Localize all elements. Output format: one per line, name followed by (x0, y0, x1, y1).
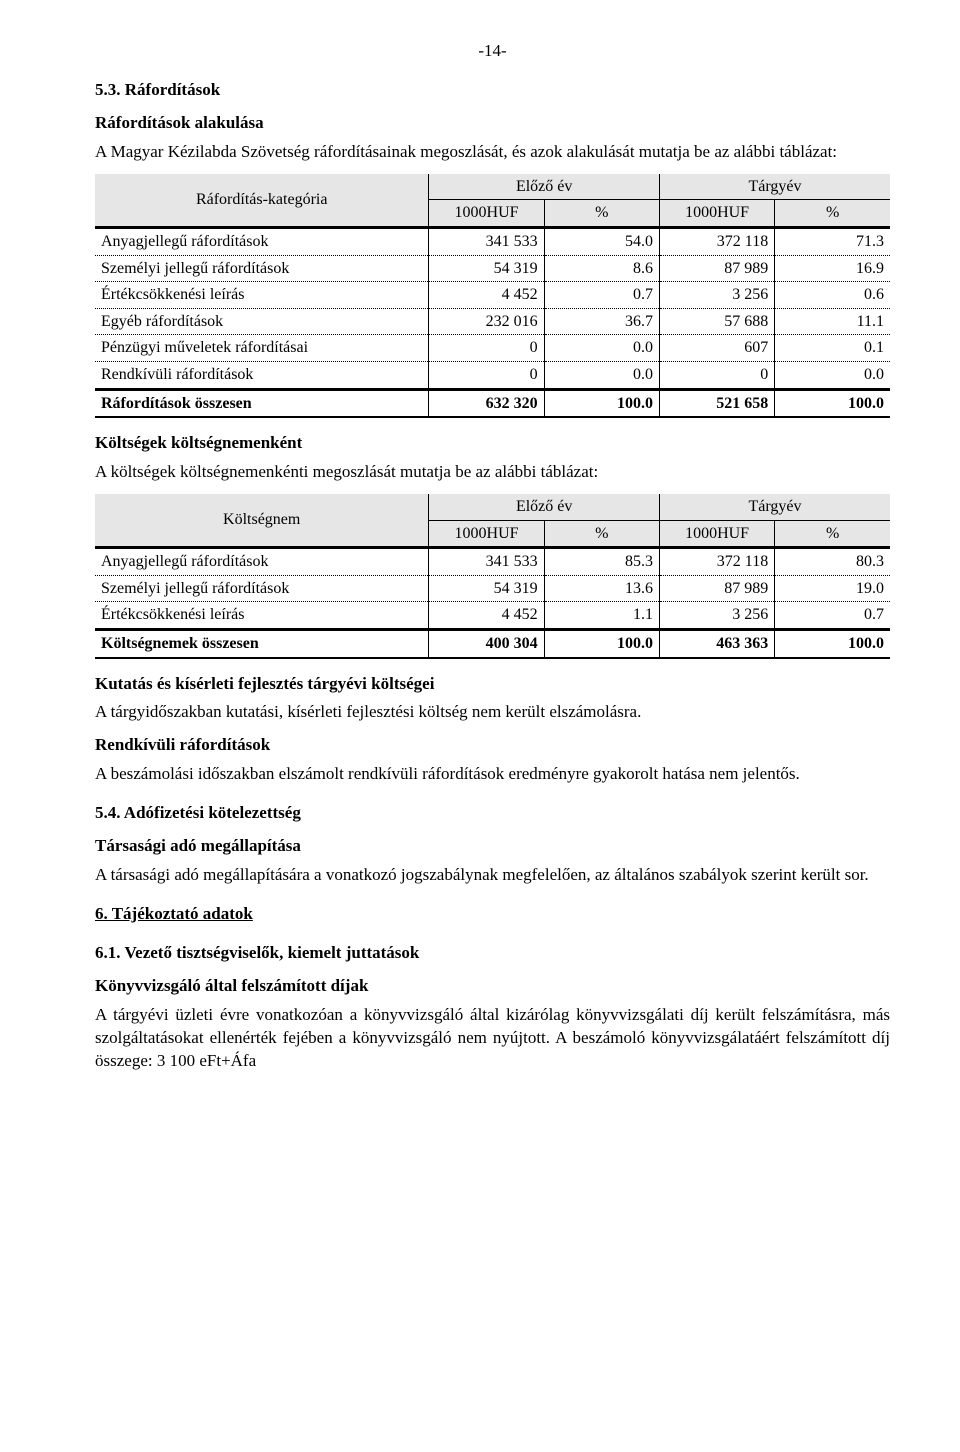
section-5-4-text: A társasági adó megállapítására a vonatk… (95, 864, 890, 887)
table1-col-amount-curr: 1000HUF (659, 200, 774, 228)
section-6-1-title: 6.1. Vezető tisztségviselők, kiemelt jut… (95, 942, 890, 965)
table-row: Anyagjellegű ráfordítások 341 533 85.3 3… (95, 548, 890, 576)
table2-total-label: Költségnemek összesen (95, 629, 429, 657)
table2-r1-label: Személyi jellegű ráfordítások (95, 575, 429, 602)
table1-r2-cp: 0.6 (775, 282, 890, 309)
table2-r1-cp: 19.0 (775, 575, 890, 602)
table1-col-pct-prev: % (544, 200, 659, 228)
table1-r2-label: Értékcsökkenési leírás (95, 282, 429, 309)
table1-prev-group: Előző év (429, 174, 660, 200)
table1-r3-label: Egyéb ráfordítások (95, 308, 429, 335)
table1-r5-pp: 0.0 (544, 361, 659, 389)
section-5-3-subtitle: Ráfordítások alakulása (95, 112, 890, 135)
table-row: Anyagjellegű ráfordítások 341 533 54.0 3… (95, 227, 890, 255)
table2-prev-group: Előző év (429, 494, 660, 520)
table2-curr-group: Tárgyév (659, 494, 890, 520)
table-row: Személyi jellegű ráfordítások 54 319 8.6… (95, 255, 890, 282)
table2-r0-pa: 341 533 (429, 548, 544, 576)
table1-r3-pp: 36.7 (544, 308, 659, 335)
table1-r1-cp: 16.9 (775, 255, 890, 282)
table1-r3-cp: 11.1 (775, 308, 890, 335)
section-6-1-text: A tárgyévi üzleti évre vonatkozóan a kön… (95, 1004, 890, 1073)
table1-r5-cp: 0.0 (775, 361, 890, 389)
table-row: Pénzügyi műveletek ráfordításai 0 0.0 60… (95, 335, 890, 362)
table2-total-pp: 100.0 (544, 629, 659, 657)
table-row: Személyi jellegű ráfordítások 54 319 13.… (95, 575, 890, 602)
table1-r1-pa: 54 319 (429, 255, 544, 282)
extra-expenses-title: Rendkívüli ráfordítások (95, 734, 890, 757)
table1-total-cp: 100.0 (775, 389, 890, 417)
table1-r0-pa: 341 533 (429, 227, 544, 255)
costs-intro: A költségek költségnemenkénti megoszlásá… (95, 461, 890, 484)
costs-title: Költségek költségnemenként (95, 432, 890, 455)
table1-r4-pp: 0.0 (544, 335, 659, 362)
table2-total-ca: 463 363 (659, 629, 774, 657)
table2-cat-header: Költségnem (95, 494, 429, 548)
table1-total-label: Ráfordítások összesen (95, 389, 429, 417)
table1-r5-label: Rendkívüli ráfordítások (95, 361, 429, 389)
table-row: Értékcsökkenési leírás 4 452 0.7 3 256 0… (95, 282, 890, 309)
table2-r0-label: Anyagjellegű ráfordítások (95, 548, 429, 576)
table1-total-pp: 100.0 (544, 389, 659, 417)
table1-r0-cp: 71.3 (775, 227, 890, 255)
table1-r5-pa: 0 (429, 361, 544, 389)
table1-curr-group: Tárgyév (659, 174, 890, 200)
table1-r2-pa: 4 452 (429, 282, 544, 309)
table2-total-cp: 100.0 (775, 629, 890, 657)
section-5-4-subtitle: Társasági adó megállapítása (95, 835, 890, 858)
table1-total-row: Ráfordítások összesen 632 320 100.0 521 … (95, 389, 890, 417)
table1-r0-label: Anyagjellegű ráfordítások (95, 227, 429, 255)
table2-col-amount-curr: 1000HUF (659, 520, 774, 548)
table2-r2-pa: 4 452 (429, 602, 544, 630)
table-row: Rendkívüli ráfordítások 0 0.0 0 0.0 (95, 361, 890, 389)
table2-total-row: Költségnemek összesen 400 304 100.0 463 … (95, 629, 890, 657)
table1-r0-pp: 54.0 (544, 227, 659, 255)
table2-r2-label: Értékcsökkenési leírás (95, 602, 429, 630)
table2-col-amount-prev: 1000HUF (429, 520, 544, 548)
table1-total-ca: 521 658 (659, 389, 774, 417)
table-costs: Költségnem Előző év Tárgyév 1000HUF % 10… (95, 494, 890, 659)
table1-total-pa: 632 320 (429, 389, 544, 417)
table2-r0-cp: 80.3 (775, 548, 890, 576)
table2-r0-ca: 372 118 (659, 548, 774, 576)
page-number: -14- (95, 40, 890, 63)
section-5-4-title: 5.4. Adófizetési kötelezettség (95, 802, 890, 825)
table-expenses: Ráfordítás-kategória Előző év Tárgyév 10… (95, 174, 890, 418)
table1-r3-pa: 232 016 (429, 308, 544, 335)
table1-r1-pp: 8.6 (544, 255, 659, 282)
section-5-3-intro: A Magyar Kézilabda Szövetség ráfordítása… (95, 141, 890, 164)
table1-r3-ca: 57 688 (659, 308, 774, 335)
table1-col-amount-prev: 1000HUF (429, 200, 544, 228)
table1-r2-pp: 0.7 (544, 282, 659, 309)
table2-total-pa: 400 304 (429, 629, 544, 657)
table1-cat-header: Ráfordítás-kategória (95, 174, 429, 228)
table1-r4-label: Pénzügyi műveletek ráfordításai (95, 335, 429, 362)
table2-col-pct-curr: % (775, 520, 890, 548)
table2-r2-ca: 3 256 (659, 602, 774, 630)
section-6-1-subtitle: Könyvvizsgáló által felszámított díjak (95, 975, 890, 998)
extra-expenses-text: A beszámolási időszakban elszámolt rendk… (95, 763, 890, 786)
table2-r1-pp: 13.6 (544, 575, 659, 602)
research-title: Kutatás és kísérleti fejlesztés tárgyévi… (95, 673, 890, 696)
table2-r1-pa: 54 319 (429, 575, 544, 602)
table-row: Értékcsökkenési leírás 4 452 1.1 3 256 0… (95, 602, 890, 630)
table2-r2-cp: 0.7 (775, 602, 890, 630)
section-6-title: 6. Tájékoztató adatok (95, 903, 890, 926)
table1-r1-label: Személyi jellegű ráfordítások (95, 255, 429, 282)
table1-r1-ca: 87 989 (659, 255, 774, 282)
table-row: Egyéb ráfordítások 232 016 36.7 57 688 1… (95, 308, 890, 335)
table2-r2-pp: 1.1 (544, 602, 659, 630)
table2-r1-ca: 87 989 (659, 575, 774, 602)
table2-r0-pp: 85.3 (544, 548, 659, 576)
table2-col-pct-prev: % (544, 520, 659, 548)
table1-col-pct-curr: % (775, 200, 890, 228)
table1-r4-cp: 0.1 (775, 335, 890, 362)
research-text: A tárgyidőszakban kutatási, kísérleti fe… (95, 701, 890, 724)
table1-r0-ca: 372 118 (659, 227, 774, 255)
table1-r5-ca: 0 (659, 361, 774, 389)
table1-r2-ca: 3 256 (659, 282, 774, 309)
section-5-3-title: 5.3. Ráfordítások (95, 79, 890, 102)
table1-r4-ca: 607 (659, 335, 774, 362)
table1-r4-pa: 0 (429, 335, 544, 362)
